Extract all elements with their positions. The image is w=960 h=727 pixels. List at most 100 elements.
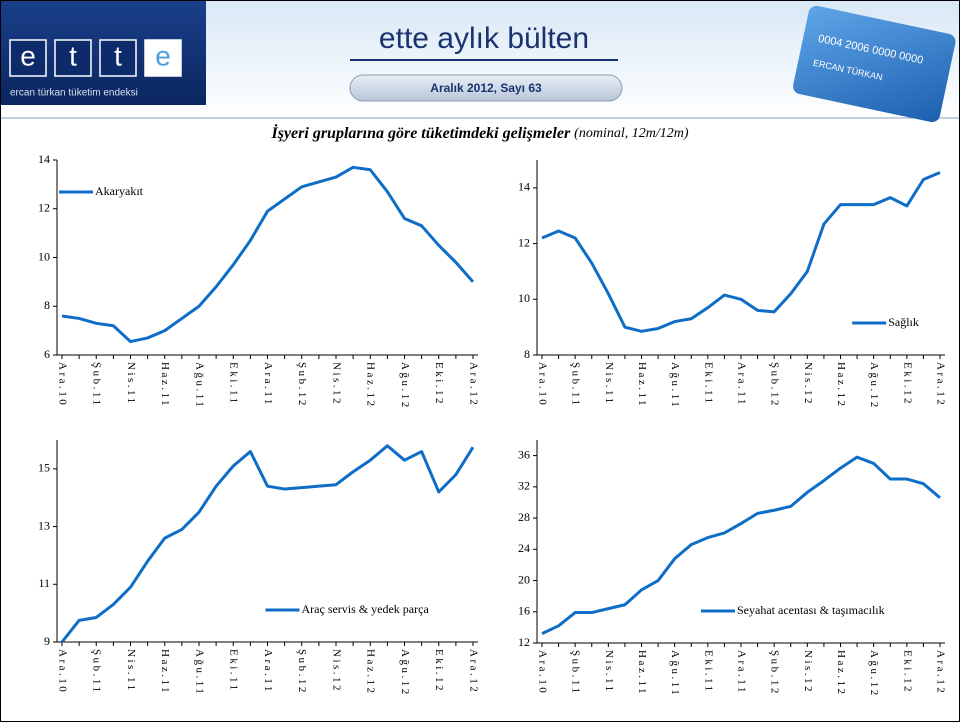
- x-tick-label: Ara.10: [536, 650, 548, 695]
- x-tick-label: Şub.11: [570, 362, 582, 407]
- y-tick-label: 12: [518, 235, 530, 249]
- chart: 8 10 12 14 Ara.10 Şub.11 Nis.11 Haz.11 Ağu.11 Eki…: [518, 160, 946, 410]
- y-tick-label: 20: [518, 572, 530, 586]
- logo-letter: e: [155, 40, 171, 71]
- x-tick-label: Nis.11: [125, 649, 137, 693]
- y-tick-label: 10: [38, 249, 50, 263]
- chart: 6 8 10 12 14 Ara.10 Şub.11 Nis.11 Haz.11 Ağu.11 Ek…: [38, 152, 479, 410]
- x-tick-label: Ağu.12: [868, 362, 880, 410]
- page-title-main: İşyeri gruplarına göre tüketimdeki geliş…: [271, 123, 571, 142]
- x-tick-label: Haz.11: [636, 650, 648, 696]
- x-tick-label: Haz.12: [835, 362, 847, 408]
- x-tick-label: Haz.11: [636, 362, 648, 408]
- x-tick-label: Ağu.12: [868, 650, 880, 698]
- x-tick-label: Ara.10: [56, 362, 68, 407]
- y-tick-label: 11: [38, 576, 50, 590]
- legend-label: Araç servis & yedek parça: [302, 602, 430, 616]
- y-tick-label: 12: [38, 201, 50, 215]
- x-tick-label: Eki.11: [702, 362, 714, 406]
- x-tick-label: Ağu.12: [399, 362, 411, 410]
- page-title: İşyeri gruplarına göre tüketimdeki geliş…: [271, 123, 689, 142]
- x-tick-label: Eki.11: [228, 362, 240, 406]
- y-tick-label: 12: [518, 635, 530, 649]
- x-tick-label: Haz.11: [159, 362, 171, 408]
- x-tick-label: Şub.11: [91, 649, 103, 694]
- logo-box: [9, 39, 47, 77]
- series-line: [61, 165, 475, 344]
- x-tick-label: Eki.11: [228, 649, 240, 693]
- legend-label: Sağlık: [888, 315, 919, 329]
- tagline: ercan türkan tüketim endeksi: [10, 88, 138, 99]
- x-tick-label: Ara.11: [735, 362, 747, 407]
- x-tick-label: Nis.12: [802, 362, 814, 406]
- subtitle-pill: [349, 74, 623, 102]
- y-tick-label: 14: [518, 180, 530, 194]
- y-tick-label: 9: [44, 634, 50, 648]
- card: 0004 2006 0000 0000 ERCAN TÜRKAN: [793, 5, 956, 123]
- x-tick-label: Şub.11: [91, 362, 103, 407]
- x-tick-label: Şub.12: [296, 649, 308, 695]
- x-tick-label: Ara.12: [467, 362, 479, 407]
- bulletin-title: ette aylık bülten: [379, 22, 589, 55]
- x-tick-label: Ara.11: [735, 650, 747, 695]
- y-tick-label: 13: [38, 518, 50, 532]
- x-tick-label: Eki.12: [901, 650, 913, 694]
- page-title-note: (nominal, 12m/12m): [574, 126, 689, 141]
- x-tick-label: Ağu.11: [669, 362, 681, 409]
- x-tick-label: Ara.12: [934, 362, 946, 407]
- x-tick-label: Nis.12: [802, 650, 814, 694]
- logo-letter: e: [20, 40, 36, 71]
- y-tick-label: 10: [518, 291, 530, 305]
- x-tick-label: Ağu.11: [193, 649, 205, 696]
- x-tick-label: Ara.12: [934, 650, 946, 695]
- x-tick-label: Eki.12: [433, 362, 445, 406]
- x-tick-label: Haz.11: [159, 649, 171, 695]
- chart: 9 11 13 15 Ara.10 Şub.11 Nis.11 Haz.11 Ağu.11 Eki…: [38, 440, 479, 697]
- x-tick-label: Ara.11: [262, 649, 274, 694]
- x-tick-label: Ağu.11: [669, 650, 681, 697]
- x-tick-label: Şub.11: [570, 650, 582, 695]
- series-line: [541, 171, 941, 333]
- x-tick-label: Şub.12: [769, 362, 781, 408]
- series-line: [541, 455, 941, 635]
- x-tick-label: Ağu.12: [399, 649, 411, 697]
- logo-box: [144, 39, 182, 77]
- y-tick-label: 15: [38, 461, 50, 475]
- series-line: [60, 444, 475, 643]
- y-tick-label: 6: [44, 347, 50, 361]
- y-tick-label: 32: [518, 479, 530, 493]
- logo-box: [99, 39, 137, 77]
- x-tick-label: Nis.11: [125, 362, 137, 406]
- legend-label: Seyahat acentası & taşımacılık: [737, 603, 885, 617]
- x-tick-label: Haz.12: [365, 649, 377, 695]
- x-tick-label: Nis.11: [603, 650, 615, 694]
- card-body: [793, 5, 956, 123]
- x-tick-label: Şub.12: [296, 362, 308, 408]
- y-tick-label: 36: [518, 447, 530, 461]
- x-tick-label: Ara.12: [467, 649, 479, 694]
- bulletin-subtitle: Aralık 2012, Sayı 63: [430, 81, 542, 95]
- y-tick-label: 28: [518, 510, 530, 524]
- chart: 12 16 20 24 28 32 36 Ara.10 Şub.11 Nis.11 Haz.11 Ağ…: [518, 440, 946, 698]
- x-tick-label: Nis.12: [330, 649, 342, 693]
- y-tick-label: 16: [518, 604, 530, 618]
- x-tick-label: Haz.12: [365, 362, 377, 408]
- y-tick-label: 24: [518, 541, 530, 555]
- x-tick-label: Şub.12: [769, 650, 781, 696]
- y-tick-label: 8: [524, 347, 530, 361]
- x-tick-label: Ara.10: [56, 649, 68, 694]
- x-tick-label: Eki.12: [901, 362, 913, 406]
- x-tick-label: Ağu.11: [193, 362, 205, 409]
- y-tick-label: 14: [38, 152, 50, 166]
- x-tick-label: Ara.10: [536, 362, 548, 407]
- x-tick-label: Ara.11: [262, 362, 274, 407]
- x-tick-label: Eki.11: [702, 650, 714, 694]
- x-tick-label: Eki.12: [433, 649, 445, 693]
- y-tick-label: 8: [44, 298, 50, 312]
- logo-letter: t: [114, 40, 122, 71]
- logo-letter: t: [69, 40, 77, 71]
- legend-label: Akaryakıt: [95, 184, 144, 198]
- x-tick-label: Nis.12: [330, 362, 342, 406]
